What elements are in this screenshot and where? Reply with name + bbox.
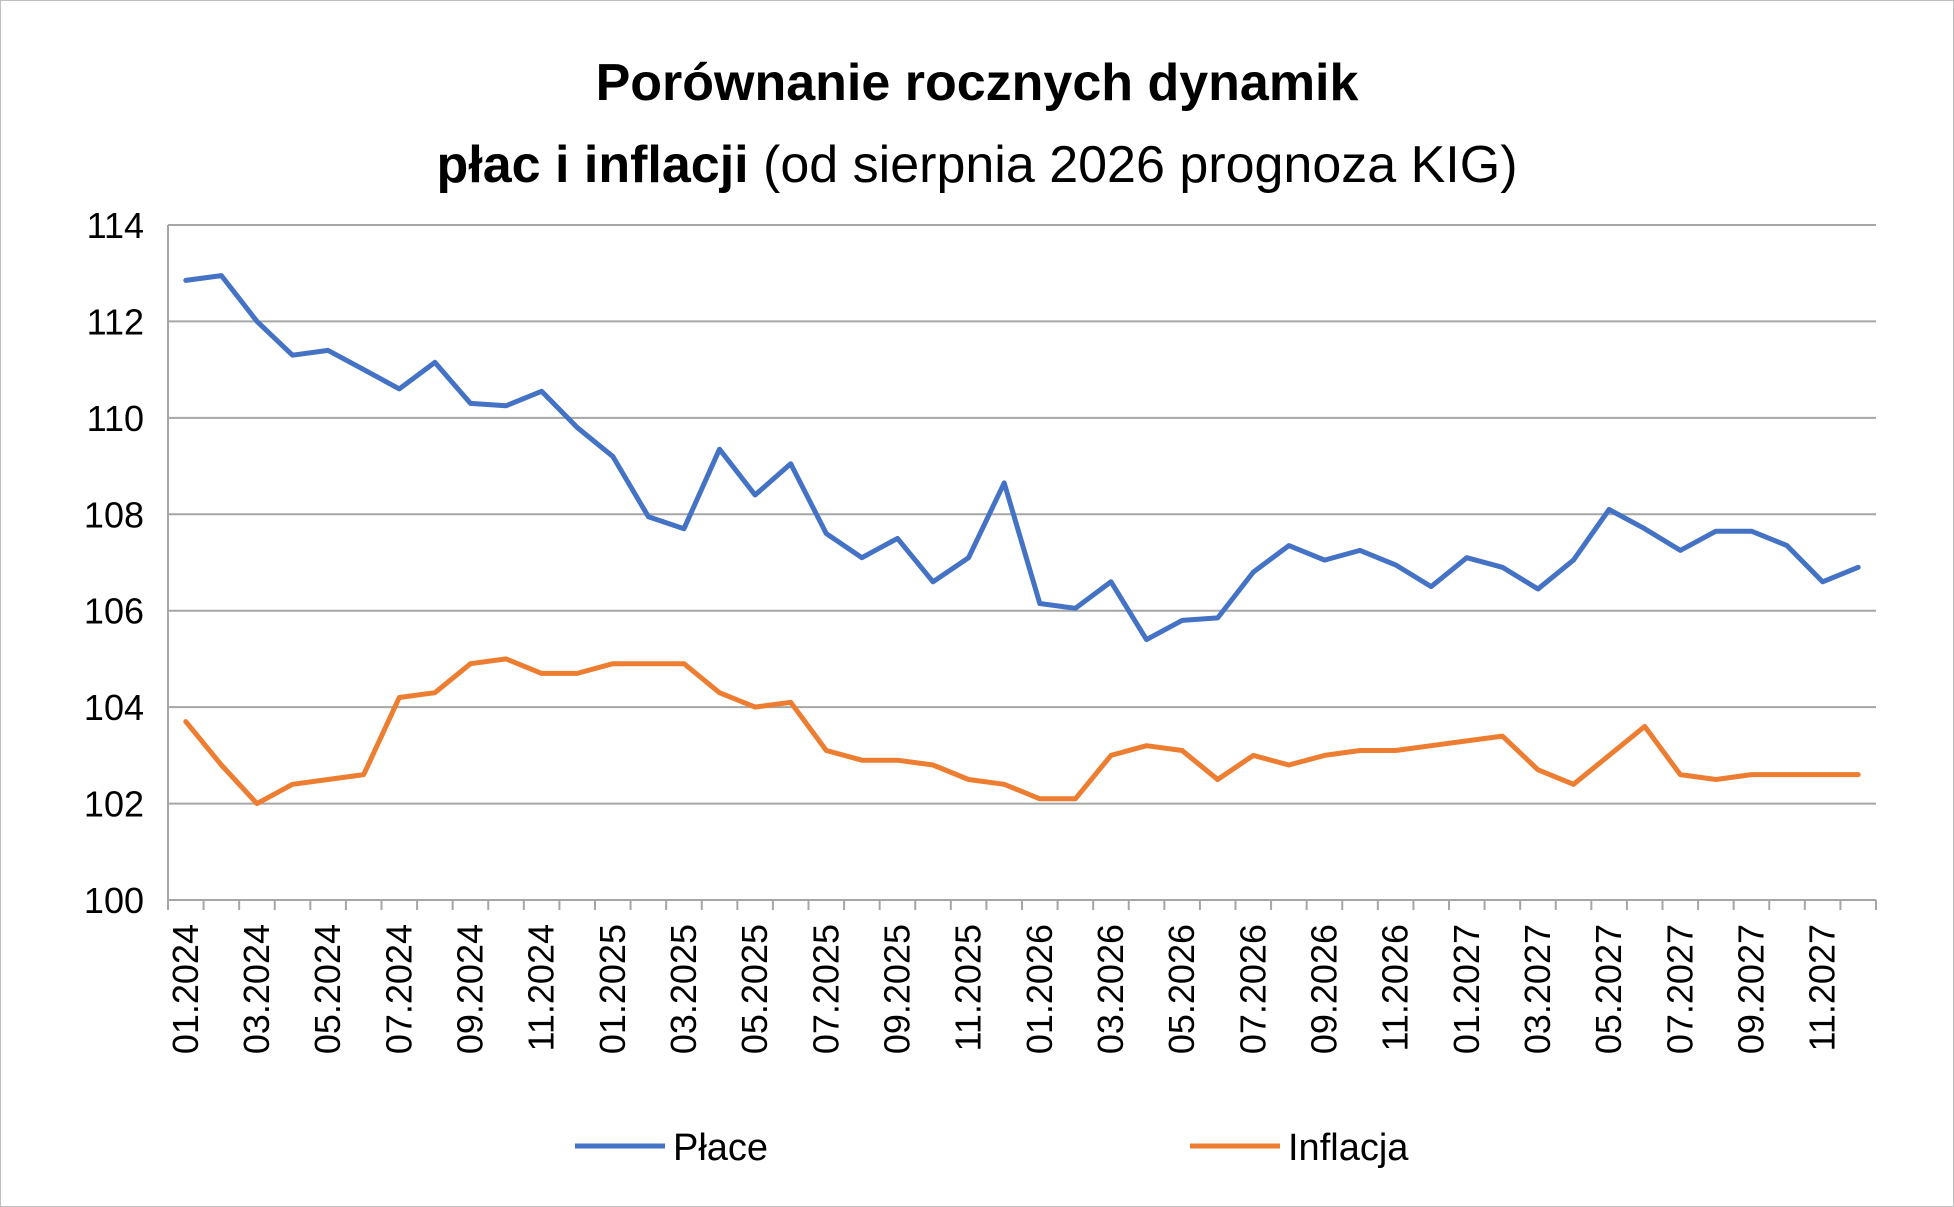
x-tick-label: 07.2024 — [378, 924, 419, 1054]
y-tick-label: 110 — [87, 398, 144, 439]
legend-label-place: Płace — [673, 1127, 768, 1169]
x-tick-label: 05.2026 — [1161, 924, 1202, 1054]
x-tick-label: 01.2026 — [1019, 924, 1060, 1054]
x-tick-label: 05.2024 — [307, 924, 348, 1054]
x-tick-label: 11.2027 — [1802, 924, 1843, 1051]
x-tick-label: 09.2026 — [1303, 924, 1344, 1054]
y-tick-label: 108 — [84, 494, 144, 535]
y-tick-label: 104 — [84, 687, 144, 728]
x-tick-label: 11.2025 — [948, 924, 989, 1051]
x-tick-label: 01.2024 — [165, 924, 206, 1054]
chart-title-line2-normal: (od sierpnia 2026 prognoza KIG) — [763, 136, 1518, 194]
y-tick-label: 102 — [84, 784, 144, 825]
x-tick-label: 05.2027 — [1588, 924, 1629, 1054]
x-tick-label: 11.2024 — [521, 924, 562, 1051]
chart-title-line1: Porównanie rocznych dynamik — [595, 54, 1359, 112]
gridlines — [167, 224, 1877, 910]
chart-title-line2: płac i inflacji (od sierpnia 2026 progno… — [0, 124, 1954, 206]
series-lines — [183, 273, 1861, 807]
x-tick-label: 07.2025 — [805, 924, 846, 1054]
x-tick-label: 09.2024 — [449, 924, 490, 1054]
x-tick-label: 03.2025 — [663, 924, 704, 1054]
x-tick-label: 09.2027 — [1730, 924, 1771, 1054]
y-tick-label: 106 — [84, 591, 144, 632]
y-axis-tick-labels: 100 102 104 106 108 110 112 114 — [84, 205, 144, 921]
series-line-inflacja — [183, 656, 1861, 807]
x-tick-label: 07.2027 — [1659, 924, 1700, 1054]
x-tick-label: 07.2026 — [1232, 924, 1273, 1054]
y-tick-label: 112 — [87, 301, 144, 342]
x-tick-label: 03.2026 — [1090, 924, 1131, 1054]
chart-title: Porównanie rocznych dynamik płac i infla… — [0, 42, 1954, 206]
y-tick-label: 114 — [87, 205, 144, 246]
legend: Płace Inflacja — [575, 1127, 1409, 1169]
x-tick-label: 01.2027 — [1446, 924, 1487, 1054]
x-tick-label: 01.2025 — [592, 924, 633, 1054]
series-line-place — [183, 273, 1861, 643]
x-tick-label: 03.2024 — [236, 924, 277, 1054]
x-tick-label: 03.2027 — [1517, 924, 1558, 1054]
x-axis-tick-labels: 01.2024 03.2024 05.2024 07.2024 09.2024 11.20… — [165, 924, 1843, 1054]
x-tick-label: 05.2025 — [734, 924, 775, 1054]
y-tick-label: 100 — [84, 880, 144, 921]
chart-title-line2-bold: płac i inflacji — [436, 136, 749, 194]
x-tick-label: 09.2025 — [876, 924, 917, 1054]
x-tick-label: 11.2026 — [1375, 924, 1416, 1051]
legend-label-inflacja: Inflacja — [1288, 1127, 1409, 1169]
